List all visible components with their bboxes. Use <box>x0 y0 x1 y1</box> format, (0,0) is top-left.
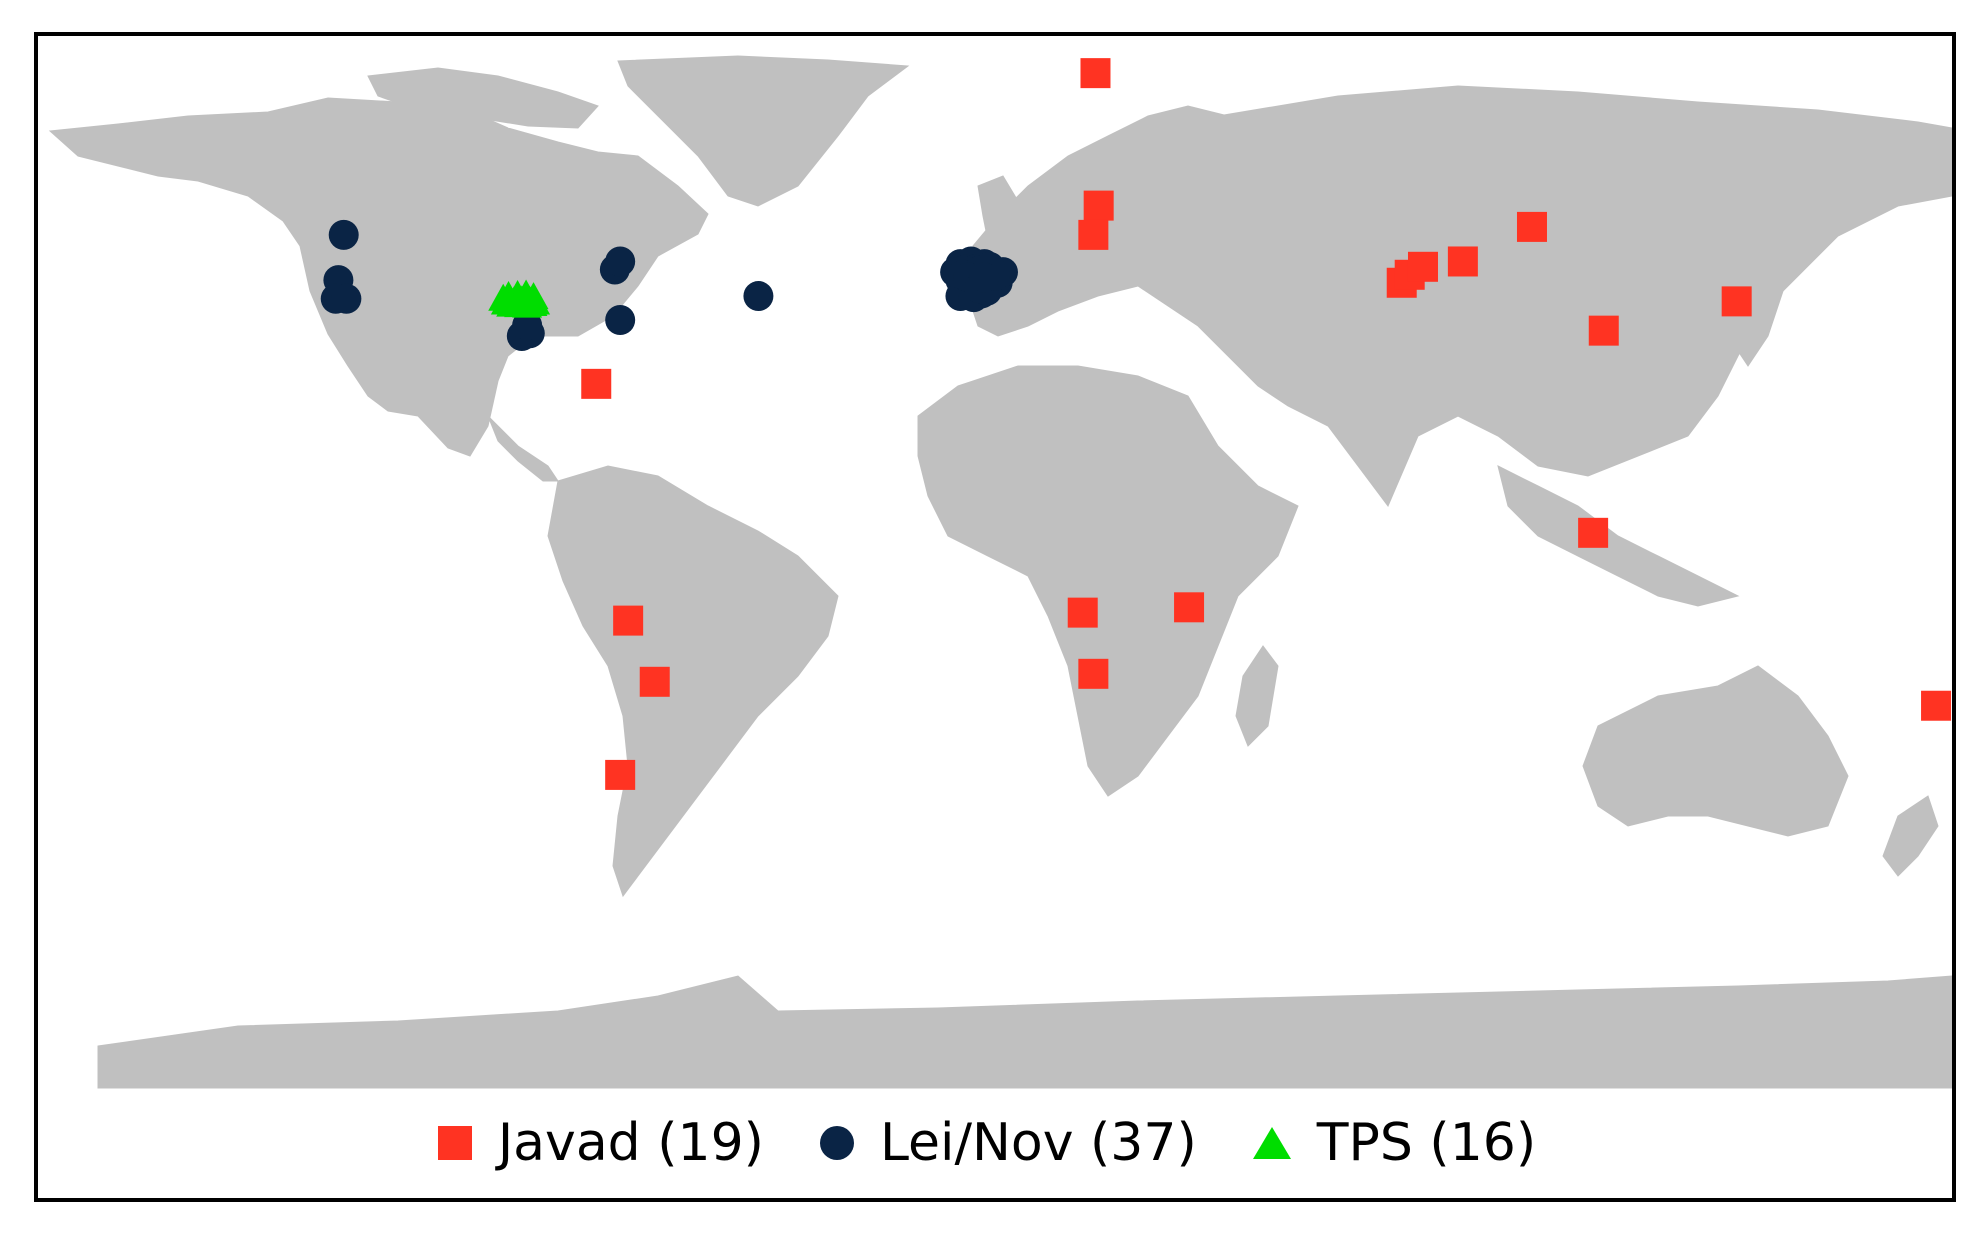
legend-item-leinov: Lei/Nov (37) <box>819 1113 1197 1173</box>
javad-station-marker <box>581 368 612 399</box>
javad-station-marker <box>1921 690 1952 721</box>
leinov-station-marker <box>605 246 636 277</box>
javad-station-marker <box>1078 658 1109 689</box>
leinov-station-marker <box>969 262 1000 293</box>
javad-station-marker <box>1516 211 1547 242</box>
legend-label-tps: TPS (16) <box>1316 1113 1537 1173</box>
japan-land <box>1727 235 1789 367</box>
javad-station-marker <box>639 666 670 697</box>
javad-station-marker <box>1721 286 1752 317</box>
africa-land <box>917 365 1299 797</box>
javad-station-marker <box>1080 58 1111 89</box>
legend-item-javad: Javad (19) <box>437 1113 764 1173</box>
uk-land <box>977 175 1019 242</box>
javad-station-marker <box>1588 315 1619 346</box>
javad-station-marker <box>605 759 636 790</box>
javad-stations <box>581 58 1952 790</box>
central-america-land <box>487 415 559 482</box>
leinov-stations <box>320 219 1018 351</box>
antarctica-land <box>97 975 1952 1089</box>
javad-station-marker <box>1447 246 1478 277</box>
javad-station-marker <box>1174 592 1205 623</box>
legend-label-leinov: Lei/Nov (37) <box>879 1113 1197 1173</box>
legend: Javad (19) Lei/Nov (37) TPS (16) <box>38 1088 1952 1198</box>
javad-station-marker <box>613 605 644 636</box>
javad-station-marker <box>1407 251 1438 282</box>
green-triangle-icon <box>1252 1127 1291 1159</box>
tps-stations <box>488 279 551 318</box>
madagascar-land <box>1235 645 1279 747</box>
asia-land <box>1136 85 1952 507</box>
greenland-land <box>617 55 910 207</box>
southeast-asia-land <box>1497 465 1740 607</box>
arctic-canada-land <box>367 67 599 129</box>
leinov-station-marker <box>331 283 362 314</box>
leinov-station-marker <box>605 305 636 336</box>
leinov-station-marker <box>743 281 774 312</box>
javad-station-marker <box>1067 597 1098 628</box>
legend-label-javad: Javad (19) <box>497 1113 764 1173</box>
new-zealand-land <box>1882 795 1939 877</box>
navy-circle-icon <box>819 1126 854 1160</box>
leinov-station-marker <box>512 310 543 341</box>
red-square-icon <box>437 1126 472 1160</box>
map-frame: Javad (19) Lei/Nov (37) TPS (16) <box>34 32 1956 1202</box>
leinov-station-marker <box>328 219 359 250</box>
world-map <box>38 36 1952 1089</box>
tps-station-marker <box>520 287 551 315</box>
javad-station-marker <box>1578 517 1609 548</box>
javad-station-marker <box>1083 190 1114 221</box>
australia-land <box>1582 665 1849 837</box>
landmasses <box>48 55 1952 1089</box>
javad-station-marker <box>1078 219 1109 250</box>
south-america-land <box>547 465 839 898</box>
legend-item-tps: TPS (16) <box>1252 1113 1537 1173</box>
